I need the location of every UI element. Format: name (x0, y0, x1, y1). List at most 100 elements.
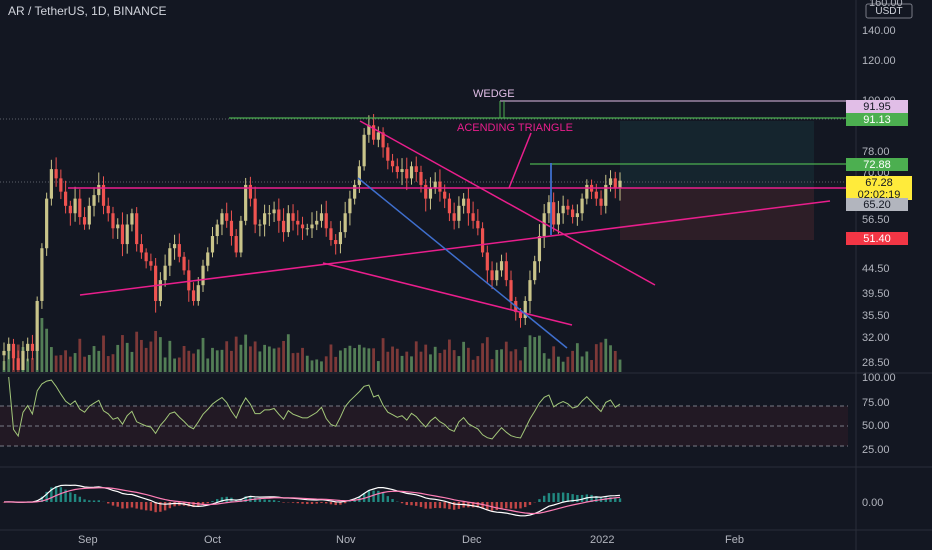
candle-body[interactable] (206, 252, 210, 266)
candle-body[interactable] (324, 213, 328, 229)
candle-body[interactable] (277, 209, 281, 221)
current-price-tag[interactable] (846, 176, 912, 200)
candle-body[interactable] (182, 256, 186, 271)
candle-body[interactable] (149, 261, 153, 266)
candle-body[interactable] (258, 224, 262, 226)
candle-body[interactable] (2, 350, 6, 356)
price-axis[interactable]: USDT 160.00 140.00 120.00 100.00 78.00 7… (846, 0, 913, 369)
channel-line-blue[interactable] (357, 177, 568, 349)
candle-body[interactable] (556, 213, 560, 225)
candle-body[interactable] (11, 343, 16, 359)
currency-badge[interactable] (865, 3, 913, 19)
candle-body[interactable] (466, 198, 470, 214)
long-position-profit-zone[interactable] (620, 121, 814, 188)
candle-body[interactable] (405, 169, 409, 179)
candle-body[interactable] (177, 244, 181, 257)
macd-signal-line[interactable] (4, 487, 621, 515)
candle-body[interactable] (234, 236, 238, 253)
candle-body[interactable] (158, 280, 162, 301)
candle-body[interactable] (300, 224, 305, 229)
candle-body[interactable] (357, 166, 361, 185)
candle-body[interactable] (552, 202, 556, 225)
candle-body[interactable] (386, 147, 390, 161)
candle-body[interactable] (281, 220, 286, 233)
candle-body[interactable] (604, 184, 608, 206)
candlestick-series[interactable] (2, 114, 622, 370)
candle-body[interactable] (172, 244, 177, 249)
candle-body[interactable] (424, 184, 428, 199)
candle-body[interactable] (163, 265, 167, 281)
time-axis[interactable]: Sep Oct Nov Dec 2022 Feb (78, 534, 744, 546)
candle-body[interactable] (438, 181, 442, 192)
candle-body[interactable] (547, 202, 551, 214)
candle-body[interactable] (499, 261, 504, 271)
price-tag-red[interactable] (846, 232, 908, 245)
candle-body[interactable] (414, 166, 418, 172)
candle-body[interactable] (367, 125, 371, 135)
candle-body[interactable] (291, 213, 295, 221)
candle-body[interactable] (82, 217, 87, 225)
candle-body[interactable] (457, 205, 461, 221)
candle-body[interactable] (305, 228, 309, 230)
candle-body[interactable] (613, 178, 617, 189)
candle-body[interactable] (59, 178, 63, 192)
candle-body[interactable] (135, 213, 139, 245)
candle-body[interactable] (49, 169, 53, 199)
candle-body[interactable] (376, 132, 380, 140)
candle-body[interactable] (608, 178, 613, 185)
candle-body[interactable] (462, 198, 466, 206)
candle-body[interactable] (196, 285, 200, 301)
candle-body[interactable] (315, 220, 319, 225)
candle-body[interactable] (225, 213, 229, 221)
candle-body[interactable] (618, 180, 622, 189)
candle-body[interactable] (64, 191, 68, 206)
candle-body[interactable] (319, 213, 324, 221)
candle-body[interactable] (566, 205, 570, 210)
candle-body[interactable] (594, 191, 598, 199)
candle-body[interactable] (372, 125, 376, 140)
price-tag-pink[interactable] (846, 100, 908, 113)
candle-body[interactable] (78, 198, 82, 218)
candle-body[interactable] (310, 224, 314, 229)
candle-body[interactable] (504, 261, 508, 281)
candle-body[interactable] (296, 220, 300, 225)
candle-body[interactable] (537, 236, 542, 262)
candle-body[interactable] (286, 213, 290, 233)
candle-body[interactable] (45, 198, 49, 249)
candle-body[interactable] (447, 198, 452, 214)
candle-body[interactable] (244, 184, 248, 221)
candle-body[interactable] (229, 220, 234, 237)
candle-body[interactable] (390, 160, 395, 167)
candle-body[interactable] (419, 172, 423, 185)
candle-body[interactable] (334, 240, 338, 245)
candle-body[interactable] (125, 224, 129, 245)
price-tag-gray[interactable] (846, 198, 908, 211)
price-tag-green-target[interactable] (846, 158, 908, 171)
candle-body[interactable] (239, 220, 243, 253)
candle-body[interactable] (533, 261, 537, 281)
candle-body[interactable] (523, 300, 527, 319)
candle-body[interactable] (338, 232, 343, 245)
candle-body[interactable] (154, 265, 158, 301)
price-tag-green-upper[interactable] (846, 113, 908, 126)
candle-body[interactable] (210, 236, 215, 253)
candle-body[interactable] (101, 184, 106, 206)
candle-body[interactable] (561, 205, 565, 214)
candle-body[interactable] (329, 228, 333, 241)
candle-body[interactable] (92, 195, 96, 206)
ascending-support-pink[interactable] (79, 200, 831, 296)
candle-body[interactable] (40, 248, 44, 301)
candle-body[interactable] (400, 169, 404, 172)
candle-body[interactable] (409, 166, 414, 179)
candle-body[interactable] (111, 213, 115, 229)
candle-body[interactable] (433, 181, 437, 189)
candle-body[interactable] (168, 248, 172, 266)
candle-body[interactable] (201, 265, 205, 286)
annotation-pointer[interactable] (508, 132, 532, 189)
rsi-axis[interactable]: 100.00 75.00 50.00 25.00 (862, 372, 896, 456)
wedge-lower-pink[interactable] (322, 262, 573, 326)
candle-body[interactable] (220, 213, 224, 225)
candle-body[interactable] (16, 358, 20, 370)
candle-body[interactable] (144, 252, 148, 262)
